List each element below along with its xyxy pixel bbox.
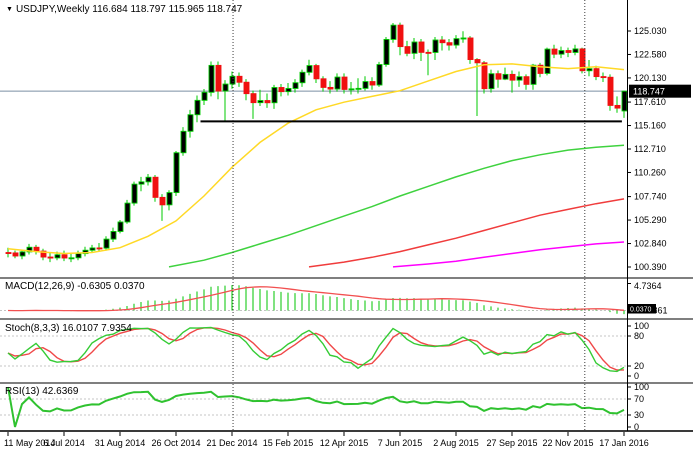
- svg-text:27 Sep 2015: 27 Sep 2015: [486, 438, 537, 448]
- svg-text:4.7364: 4.7364: [634, 281, 662, 291]
- svg-text:12 Apr 2015: 12 Apr 2015: [320, 438, 369, 448]
- svg-text:17 Jan 2016: 17 Jan 2016: [599, 438, 649, 448]
- symbol-dropdown-icon[interactable]: ▼: [6, 6, 13, 13]
- svg-text:125.030: 125.030: [634, 26, 667, 36]
- svg-text:6 Jul 2014: 6 Jul 2014: [43, 438, 85, 448]
- svg-text:20: 20: [634, 361, 644, 371]
- svg-text:100: 100: [634, 321, 649, 331]
- svg-text:102.840: 102.840: [634, 239, 667, 249]
- svg-text:0: 0: [634, 422, 639, 432]
- svg-text:115.160: 115.160: [634, 121, 666, 131]
- svg-text:122.580: 122.580: [634, 49, 667, 59]
- svg-text:117.610: 117.610: [634, 97, 666, 107]
- svg-text:80: 80: [634, 331, 644, 341]
- svg-text:105.290: 105.290: [634, 215, 667, 225]
- svg-text:70: 70: [634, 394, 644, 404]
- svg-text:7 Jun 2015: 7 Jun 2015: [378, 438, 423, 448]
- svg-text:22 Nov 2015: 22 Nov 2015: [542, 438, 593, 448]
- svg-text:26 Oct 2014: 26 Oct 2014: [151, 438, 200, 448]
- svg-text:118.747: 118.747: [633, 87, 665, 97]
- svg-text:31 Aug 2014: 31 Aug 2014: [95, 438, 146, 448]
- svg-text:110.260: 110.260: [634, 167, 666, 177]
- svg-text:107.740: 107.740: [634, 192, 667, 202]
- svg-text:0.0370: 0.0370: [630, 307, 652, 314]
- svg-text:100.390: 100.390: [634, 262, 667, 272]
- svg-text:30: 30: [634, 410, 644, 420]
- svg-text:15 Feb 2015: 15 Feb 2015: [263, 438, 314, 448]
- svg-text:120.130: 120.130: [634, 73, 667, 83]
- svg-text:2 Aug 2015: 2 Aug 2015: [433, 438, 479, 448]
- svg-text:0: 0: [634, 371, 639, 381]
- svg-text:100: 100: [634, 382, 649, 392]
- svg-text:112.710: 112.710: [634, 144, 666, 154]
- svg-text:11 May 2014: 11 May 2014: [4, 438, 55, 448]
- svg-text:21 Dec 2014: 21 Dec 2014: [206, 438, 257, 448]
